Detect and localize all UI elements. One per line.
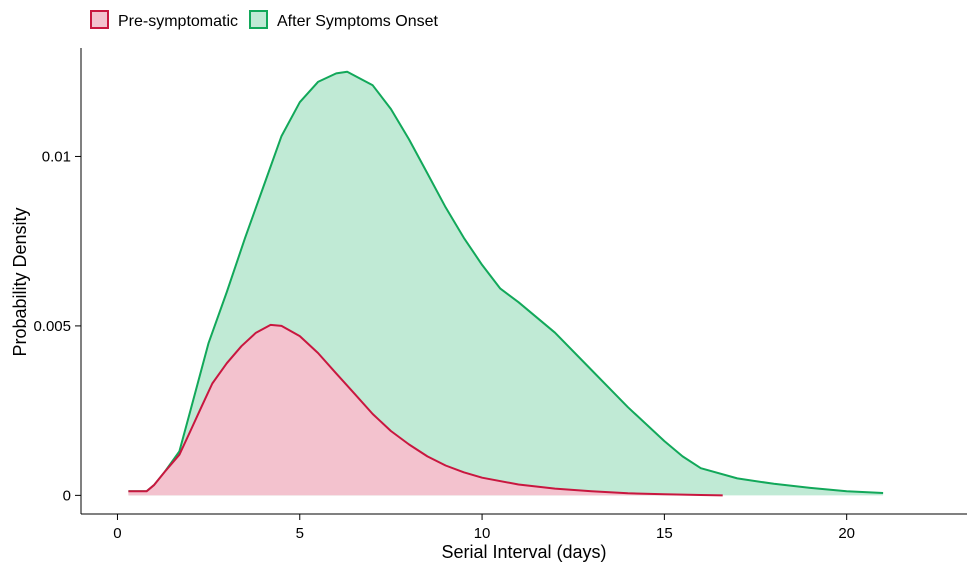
legend-item-after-symptoms-onset[interactable]: After Symptoms Onset [249,10,438,30]
x-axis-ticks: 0 5 10 15 20 [113,514,855,542]
y-tick-label: 0.005 [33,318,71,335]
x-tick-label: 20 [838,525,855,542]
density-line-pre-symptomatic [128,323,723,497]
legend-label-pre-symptomatic: Pre-symptomatic [118,13,238,30]
x-tick-label: 0 [113,525,121,542]
legend-swatch-pre-symptomatic [90,10,109,29]
y-axis-ticks: 0 0.005 0.01 [33,148,81,504]
legend: Pre-symptomatic After Symptoms Onset [90,10,438,30]
y-tick-label: 0 [63,487,71,504]
legend-swatch-after-symptoms-onset [249,10,268,29]
area-fill-pre-symptomatic [128,324,723,496]
legend-item-pre-symptomatic[interactable]: Pre-symptomatic [90,10,238,30]
x-tick-label: 10 [474,525,491,542]
y-axis-title: Probability Density [10,207,30,356]
x-axis-title: Serial Interval (days) [441,542,606,562]
y-tick-label: 0.01 [42,148,71,165]
x-tick-label: 5 [296,525,304,542]
legend-label-after-symptoms-onset: After Symptoms Onset [277,13,438,30]
x-tick-label: 15 [656,525,673,542]
density-line-after-symptoms-onset [128,70,884,494]
plot-area [128,70,884,497]
